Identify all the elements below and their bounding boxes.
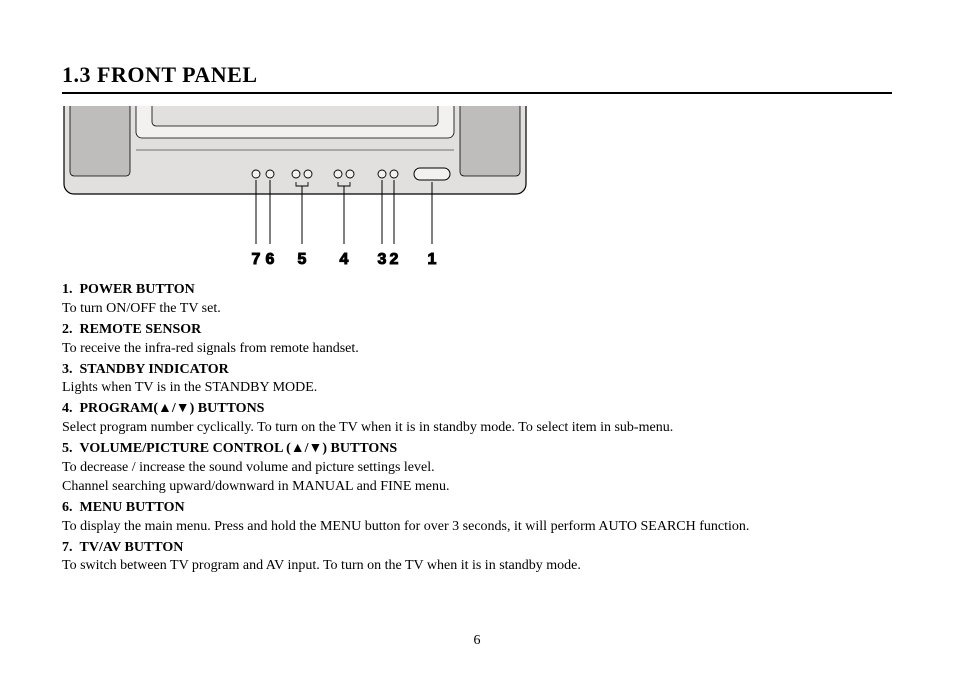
item-title: VOLUME/PICTURE CONTROL (▲/▼) BUTTONS xyxy=(80,441,398,456)
definition-item: 6. MENU BUTTON To display the main menu.… xyxy=(62,499,892,537)
item-number: 4. xyxy=(62,401,73,416)
item-title: REMOTE SENSOR xyxy=(80,322,202,337)
item-desc: To switch between TV program and AV inpu… xyxy=(62,557,892,576)
item-desc: Channel searching upward/downward in MAN… xyxy=(62,478,892,497)
callout-4: 4 xyxy=(340,251,349,268)
item-number: 1. xyxy=(62,282,73,297)
callout-3: 3 xyxy=(378,251,387,268)
item-number: 6. xyxy=(62,500,73,515)
definitions-list: 1. POWER BUTTON To turn ON/OFF the TV se… xyxy=(62,281,892,576)
callout-7: 7 xyxy=(252,251,261,268)
section-heading: 1.3 FRONT PANEL xyxy=(62,62,892,88)
item-desc: To decrease / increase the sound volume … xyxy=(62,459,892,478)
callout-5: 5 xyxy=(298,251,307,268)
definition-item: 1. POWER BUTTON To turn ON/OFF the TV se… xyxy=(62,281,892,319)
definition-item: 2. REMOTE SENSOR To receive the infra-re… xyxy=(62,321,892,359)
item-desc: To receive the infra-red signals from re… xyxy=(62,340,892,359)
item-desc: To display the main menu. Press and hold… xyxy=(62,518,892,537)
callout-2: 2 xyxy=(390,251,399,268)
callout-6: 6 xyxy=(266,251,275,268)
front-panel-figure: 7 6 5 4 3 2 1 xyxy=(62,106,528,271)
callout-1: 1 xyxy=(428,251,437,268)
heading-underline xyxy=(62,92,892,94)
item-desc: Select program number cyclically. To tur… xyxy=(62,419,892,438)
definition-item: 7. TV/AV BUTTON To switch between TV pro… xyxy=(62,539,892,577)
page: 1.3 FRONT PANEL xyxy=(0,0,954,675)
page-number: 6 xyxy=(0,633,954,649)
item-title: POWER BUTTON xyxy=(80,282,195,297)
definition-item: 3. STANDBY INDICATOR Lights when TV is i… xyxy=(62,361,892,399)
item-number: 2. xyxy=(62,322,73,337)
definition-item: 5. VOLUME/PICTURE CONTROL (▲/▼) BUTTONS … xyxy=(62,440,892,497)
item-desc: Lights when TV is in the STANDBY MODE. xyxy=(62,379,892,398)
item-number: 7. xyxy=(62,540,73,555)
item-title: PROGRAM(▲/▼) BUTTONS xyxy=(80,401,265,416)
item-desc: To turn ON/OFF the TV set. xyxy=(62,300,892,319)
item-number: 3. xyxy=(62,362,73,377)
item-title: TV/AV BUTTON xyxy=(80,540,184,555)
item-number: 5. xyxy=(62,441,73,456)
item-title: STANDBY INDICATOR xyxy=(80,362,229,377)
definition-item: 4. PROGRAM(▲/▼) BUTTONS Select program n… xyxy=(62,400,892,438)
item-title: MENU BUTTON xyxy=(80,500,185,515)
